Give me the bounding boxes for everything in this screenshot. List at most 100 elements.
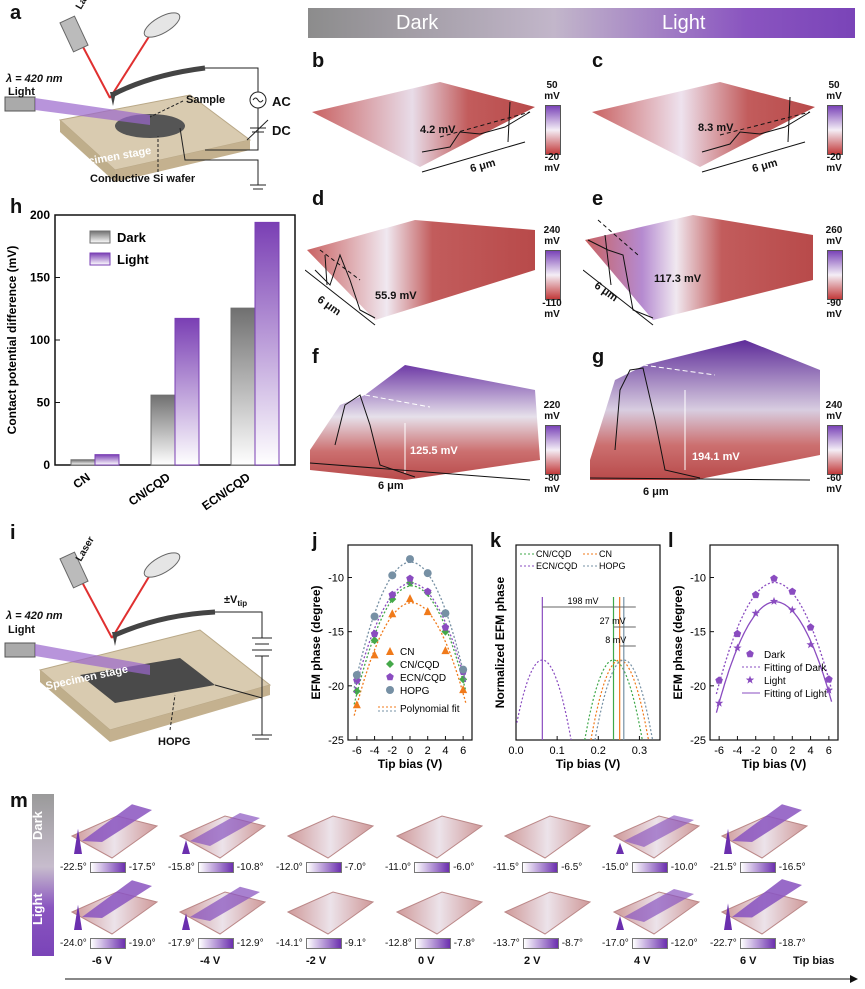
m-range-min: -15.0° — [602, 862, 629, 873]
point-cn-cqd — [370, 636, 379, 645]
e-cb-top: 260 mV — [825, 225, 843, 247]
g-colorbar — [827, 425, 843, 475]
ytick-label: -10 — [328, 573, 344, 585]
f-value-label: 125.5 mV — [410, 445, 458, 457]
point-hopg — [441, 609, 450, 618]
m-colorscale: -11.5° -6.5° — [493, 862, 582, 873]
j-legend-marker — [386, 673, 394, 681]
m-colorscale: -12.0° -7.0° — [276, 862, 366, 873]
m-range-bar — [739, 938, 776, 949]
c-cb-bottom: -20 mV — [826, 152, 842, 174]
panel-label-j: j — [312, 530, 318, 552]
m-range-min: -14.1° — [276, 938, 303, 949]
h-bar-light — [254, 221, 280, 466]
k-curve-cn — [590, 659, 650, 741]
j-legend-marker — [386, 647, 394, 655]
d-value-label: 55.9 mV — [375, 290, 417, 302]
xtick-label: 0 — [771, 745, 777, 757]
banner-light-label: Light — [662, 11, 706, 34]
m-range-max: -16.5° — [778, 862, 806, 873]
panel-label-k: k — [490, 530, 502, 552]
m-colorscale: -11.0° -6.0° — [385, 862, 474, 873]
l-legend-marker — [746, 650, 754, 658]
m-range-bar — [414, 938, 451, 949]
k-legend-label: ECN/CQD — [536, 561, 578, 571]
m-surface-base — [70, 815, 159, 859]
xtick-label: 4 — [442, 745, 448, 757]
point-dark — [806, 623, 815, 631]
a-sample-label: Sample — [186, 94, 226, 106]
point-cn-cqd — [352, 687, 361, 696]
l-legend-marker — [745, 675, 755, 684]
a-dc-label: DC — [272, 123, 291, 138]
point-ecn-cqd — [388, 590, 397, 599]
panel-label-d: d — [312, 188, 325, 210]
f-cb-top: 220 mV — [543, 400, 561, 422]
m-surface-peak — [616, 916, 624, 930]
m-surface-base — [395, 891, 484, 935]
c-value-label: 8.3 mV — [698, 122, 734, 134]
h-legend-label: Dark — [117, 230, 147, 245]
k-curve-cn-cqd — [584, 659, 643, 741]
xtick-label: -6 — [352, 745, 362, 757]
c-cb-top: 50 mV — [826, 80, 842, 102]
setup-diagram-a — [4, 12, 269, 190]
m-range-bar — [522, 862, 559, 873]
m-colorscale: -17.9° -12.9° — [168, 938, 264, 949]
point-light — [824, 685, 833, 694]
m-range-min: -12.0° — [276, 862, 303, 873]
m-range-bar — [197, 938, 234, 949]
m-row-bar — [32, 794, 54, 956]
m-surface-base — [503, 891, 592, 935]
panel-label-c: c — [592, 50, 604, 72]
k-annotation: 27 mV — [600, 616, 626, 626]
xtick-label: -4 — [370, 745, 380, 757]
m-row-light-label: Light — [30, 893, 45, 925]
j-legend-label: CN — [400, 647, 414, 658]
xlabel: Tip bias (V) — [742, 757, 806, 771]
m-surface-peak — [616, 842, 624, 854]
h-xtick-label: ECN/CQD — [199, 470, 253, 513]
k-plot-frame — [515, 544, 661, 741]
m-surface-tile — [70, 804, 159, 859]
m-surface-ridge — [82, 804, 152, 842]
ylabel: EFM phase (degree) — [671, 585, 685, 699]
m-range-max: -7.8° — [453, 938, 476, 949]
b-colorbar — [545, 105, 561, 155]
point-hopg — [406, 555, 414, 564]
l-legend-label: Fitting of Light — [764, 689, 827, 700]
kpfm-surface-c — [592, 82, 815, 173]
m-surface-tile — [286, 891, 375, 935]
k-curve-hopg — [594, 659, 654, 741]
m-range-bar — [739, 862, 776, 873]
m-colorscale: -15.8° -10.8° — [168, 862, 264, 873]
m-surface-ridge — [190, 886, 260, 921]
i-wavelength-label: λ = 420 nm — [6, 610, 63, 622]
efm-chart-k: 0.0 0.1 0.2 0.3 Tip bias (V) Normalized EFM p… — [493, 544, 661, 771]
h-ytick-label: 200 — [30, 208, 50, 222]
a-wavelength-label: λ = 420 nm — [6, 73, 63, 85]
m-range-bar — [89, 862, 126, 873]
m-surface-tile — [178, 813, 267, 859]
b-cb-bottom: -20 mV — [544, 152, 560, 174]
m-bias-label: -6 V — [92, 955, 113, 967]
k-xlabel: Tip bias (V) — [556, 757, 620, 771]
m-surface-peak — [74, 828, 82, 854]
plot-frame — [709, 544, 839, 741]
m-surface-tile — [720, 879, 809, 935]
panel-label-e: e — [592, 188, 604, 210]
g-value-label: 194.1 mV — [692, 451, 740, 463]
g-cb-bottom: -60 mV — [826, 473, 842, 495]
h-xtick-label: CN/CQD — [126, 470, 173, 509]
g-cb-top: 240 mV — [825, 400, 843, 422]
k-legend-label: HOPG — [599, 561, 626, 571]
setup-diagram-i — [4, 551, 272, 742]
kpfm-surface-d — [305, 220, 535, 326]
m-surface-base — [395, 815, 484, 859]
point-light — [788, 605, 797, 614]
m-bias-label: -4 V — [200, 955, 221, 967]
b-cb-top: 50 mV — [544, 80, 560, 102]
m-range-min: -24.0° — [60, 938, 87, 949]
panel-label-a: a — [10, 2, 22, 24]
